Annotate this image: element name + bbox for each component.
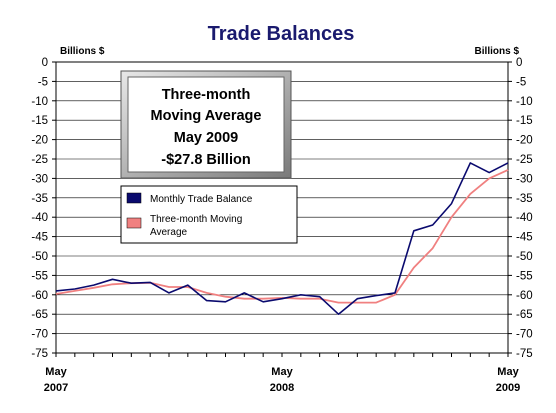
x-tick-label-month: May — [45, 366, 67, 378]
legend-swatch-moving-average — [126, 217, 142, 229]
legend-swatch-monthly — [126, 192, 142, 204]
y-tick-label-right: -70 — [516, 329, 533, 341]
y-tick-label-left: -30 — [31, 173, 48, 185]
y-tick-label-left: -5 — [38, 76, 48, 88]
y-tick-label-right: 0 — [516, 57, 522, 69]
y-tick-label-right: -75 — [516, 348, 533, 360]
y-tick-label-left: -20 — [31, 135, 48, 147]
y-tick-label-left: -25 — [31, 154, 48, 166]
series-line-monthly-trade-balance — [55, 162, 509, 316]
x-tick-label-month: May — [497, 366, 519, 378]
y-tick-label-right: -45 — [516, 232, 533, 244]
chart-title: Trade Balances — [208, 23, 355, 45]
legend-label-moving-average-line-1: Three-month Moving — [150, 214, 242, 225]
y-tick-label-right: -40 — [516, 212, 533, 224]
x-tick-label-year: 2008 — [270, 382, 294, 394]
y-tick-label-left: -70 — [31, 329, 48, 341]
y-axis-unit-left: Billions $ — [60, 46, 105, 57]
legend-label-monthly: Monthly Trade Balance — [150, 194, 253, 205]
y-tick-label-left: -15 — [31, 115, 48, 127]
y-tick-label-right: -50 — [516, 251, 533, 263]
legend-label-moving-average-line-2: Average — [150, 227, 188, 238]
y-tick-label-left: -40 — [31, 212, 48, 224]
y-tick-label-left: 0 — [42, 57, 48, 69]
y-tick-label-right: -65 — [516, 309, 533, 321]
y-tick-label-right: -5 — [516, 76, 526, 88]
y-tick-label-left: -45 — [31, 232, 48, 244]
series-lines — [55, 162, 509, 316]
annotation-line-2: Moving Average — [151, 108, 262, 124]
y-tick-label-left: -60 — [31, 290, 48, 302]
y-tick-label-left: -75 — [31, 348, 48, 360]
x-tick-label-month: May — [271, 366, 293, 378]
y-axis-unit-right: Billions $ — [475, 46, 520, 57]
y-tick-label-right: -60 — [516, 290, 533, 302]
y-tick-label-right: -10 — [516, 96, 533, 108]
y-tick-label-right: -25 — [516, 154, 533, 166]
annotation-line-4: -$27.8 Billion — [161, 152, 250, 168]
y-axis-ticks: 0 0 -5 -5 -10 -10 -15 -15 -20 -20 -25 -25 -30 -30 -35 -… — [31, 57, 532, 360]
y-tick-label-left: -55 — [31, 270, 48, 282]
annotation-box: Three-month Moving Average May 2009 -$27… — [120, 70, 292, 179]
legend: Monthly Trade Balance Three-month Moving… — [120, 185, 298, 244]
annotation-line-3: May 2009 — [174, 130, 239, 146]
y-tick-label-right: -35 — [516, 193, 533, 205]
x-tick-label-year: 2009 — [496, 382, 520, 394]
y-tick-label-right: -15 — [516, 115, 533, 127]
x-axis-ticks: May 2007 May 2008 May 2009 — [44, 353, 520, 394]
y-tick-label-right: -30 — [516, 173, 533, 185]
y-tick-label-right: -55 — [516, 270, 533, 282]
y-tick-label-left: -50 — [31, 251, 48, 263]
y-tick-label-left: -35 — [31, 193, 48, 205]
y-tick-label-left: -10 — [31, 96, 48, 108]
x-tick-label-year: 2007 — [44, 382, 68, 394]
y-tick-label-left: -65 — [31, 309, 48, 321]
annotation-line-1: Three-month — [162, 87, 251, 103]
y-tick-label-right: -20 — [516, 135, 533, 147]
